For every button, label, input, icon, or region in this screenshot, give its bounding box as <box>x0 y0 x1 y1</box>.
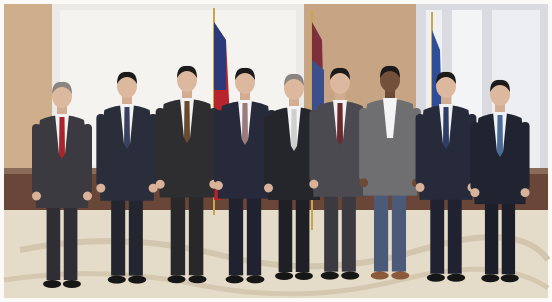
shoe <box>295 272 313 280</box>
shoe <box>427 274 445 282</box>
arm <box>359 108 368 181</box>
hand <box>83 192 92 201</box>
shoe <box>246 275 264 283</box>
hand <box>32 192 41 201</box>
tie <box>124 107 130 149</box>
arm <box>416 114 425 185</box>
tie <box>291 109 297 151</box>
shoe <box>226 275 244 283</box>
arm <box>32 124 41 194</box>
arm <box>521 122 530 191</box>
shoe <box>168 275 186 283</box>
shoe <box>447 274 465 282</box>
hand <box>156 180 165 189</box>
shoe <box>63 280 81 288</box>
arm <box>96 114 105 186</box>
hand <box>214 181 223 190</box>
shoe <box>341 272 359 280</box>
hand <box>264 184 273 193</box>
shoe <box>371 272 389 280</box>
shoe <box>188 275 206 283</box>
arm <box>214 110 223 184</box>
arm <box>470 122 479 191</box>
hand <box>521 188 530 197</box>
shoe <box>321 272 339 280</box>
tie <box>497 115 503 157</box>
shoe <box>108 276 126 284</box>
shoe <box>128 276 146 284</box>
arm <box>309 110 318 182</box>
carpet <box>4 210 548 298</box>
hand <box>470 188 479 197</box>
shoe <box>275 272 293 280</box>
shoe <box>391 272 409 280</box>
tie <box>242 103 248 145</box>
hand <box>96 184 105 193</box>
arm <box>156 108 165 182</box>
tie <box>184 101 190 143</box>
arm <box>83 124 92 194</box>
photo <box>0 0 552 302</box>
hand <box>309 180 318 189</box>
page: (() => { const data = JSON.parse(documen… <box>0 0 552 302</box>
arm <box>264 116 273 186</box>
shoe <box>501 274 519 282</box>
tie <box>59 117 65 159</box>
shoe <box>43 280 61 288</box>
shoe <box>481 274 499 282</box>
tie <box>337 103 343 145</box>
tie <box>443 107 449 149</box>
hand <box>416 183 425 192</box>
hand <box>359 178 368 187</box>
